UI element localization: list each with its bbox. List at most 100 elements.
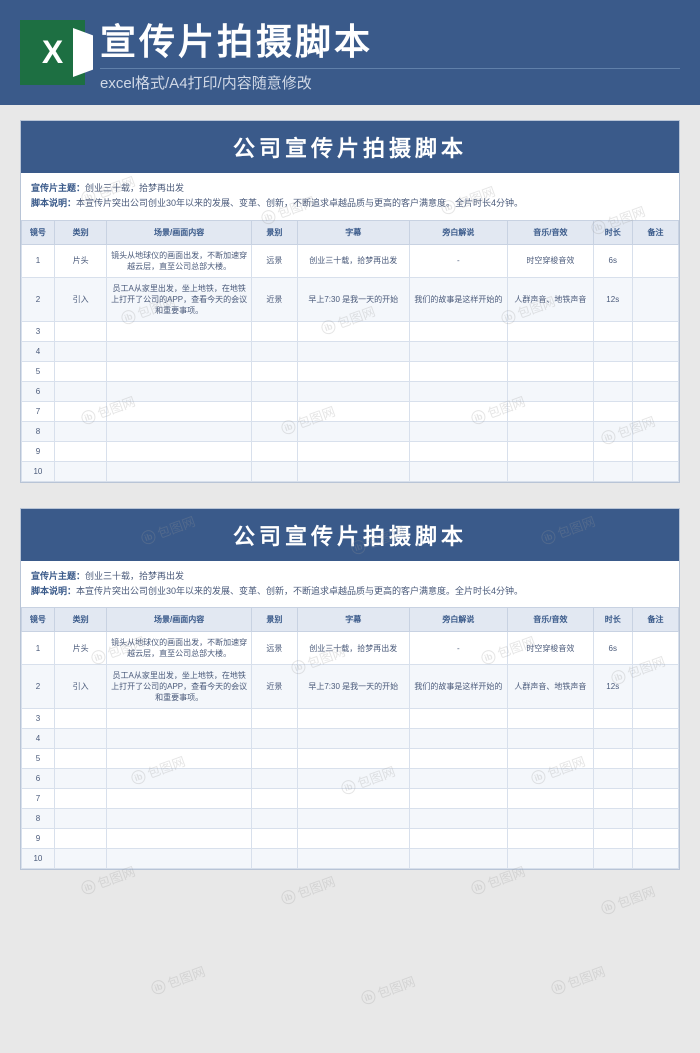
cell-music bbox=[508, 441, 593, 461]
header-banner: 宣传片拍摄脚本 excel格式/A4打印/内容随意修改 bbox=[0, 0, 700, 105]
table-row: 9 bbox=[22, 829, 679, 849]
cell-music bbox=[508, 421, 593, 441]
cell-scene bbox=[107, 769, 252, 789]
cell-narr: - bbox=[409, 632, 508, 665]
cell-shot bbox=[251, 441, 297, 461]
cell-no: 9 bbox=[22, 829, 55, 849]
cell-scene bbox=[107, 361, 252, 381]
col-header: 字幕 bbox=[297, 608, 409, 632]
cell-shot bbox=[251, 341, 297, 361]
cell-narr bbox=[409, 461, 508, 481]
cell-dur: 6s bbox=[593, 632, 632, 665]
cell-no: 1 bbox=[22, 244, 55, 277]
cell-music bbox=[508, 401, 593, 421]
cell-sub: 创业三十载，拾梦再出发 bbox=[297, 632, 409, 665]
cell-sub bbox=[297, 749, 409, 769]
page-root: 宣传片拍摄脚本 excel格式/A4打印/内容随意修改 公司宣传片拍摄脚本宣传片… bbox=[0, 0, 700, 910]
cell-shot bbox=[251, 789, 297, 809]
cell-no: 1 bbox=[22, 632, 55, 665]
cell-music: 时空穿梭音效 bbox=[508, 244, 593, 277]
cell-music bbox=[508, 461, 593, 481]
cell-narr bbox=[409, 769, 508, 789]
table-row: 1片头镜头从地球仪的画面出发，不断加速穿越云层，直至公司总部大楼。远景创业三十载… bbox=[22, 632, 679, 665]
cell-sub bbox=[297, 789, 409, 809]
cell-shot: 近景 bbox=[251, 665, 297, 709]
sheet-container: 公司宣传片拍摄脚本宣传片主题：创业三十载，拾梦再出发脚本说明：本宣传片突出公司创… bbox=[0, 105, 700, 910]
table-row: 7 bbox=[22, 789, 679, 809]
cell-shot bbox=[251, 321, 297, 341]
sheet-preview-2: 公司宣传片拍摄脚本宣传片主题：创业三十载，拾梦再出发脚本说明：本宣传片突出公司创… bbox=[20, 508, 680, 871]
cell-scene bbox=[107, 421, 252, 441]
cell-scene: 镜头从地球仪的画面出发，不断加速穿越云层，直至公司总部大楼。 bbox=[107, 244, 252, 277]
cell-shot bbox=[251, 421, 297, 441]
cell-narr bbox=[409, 341, 508, 361]
cell-shot bbox=[251, 729, 297, 749]
cell-scene bbox=[107, 809, 252, 829]
cell-music: 人群声音、地铁声音 bbox=[508, 277, 593, 321]
cell-note bbox=[632, 441, 678, 461]
table-row: 3 bbox=[22, 321, 679, 341]
cell-type: 引入 bbox=[54, 277, 107, 321]
watermark: ib包图网 bbox=[148, 961, 207, 998]
table-row: 2引入员工A从家里出发，坐上地铁，在地铁上打开了公司的APP，查看今天的会议和重… bbox=[22, 665, 679, 709]
cell-type bbox=[54, 361, 107, 381]
cell-sub bbox=[297, 341, 409, 361]
table-row: 8 bbox=[22, 809, 679, 829]
col-header: 时长 bbox=[593, 220, 632, 244]
cell-dur bbox=[593, 361, 632, 381]
cell-scene: 镜头从地球仪的画面出发，不断加速穿越云层，直至公司总部大楼。 bbox=[107, 632, 252, 665]
cell-no: 5 bbox=[22, 361, 55, 381]
cell-scene bbox=[107, 729, 252, 749]
cell-music: 人群声音、地铁声音 bbox=[508, 665, 593, 709]
cell-dur bbox=[593, 749, 632, 769]
cell-type bbox=[54, 341, 107, 361]
cell-note bbox=[632, 461, 678, 481]
cell-music bbox=[508, 829, 593, 849]
cell-no: 7 bbox=[22, 401, 55, 421]
cell-no: 4 bbox=[22, 341, 55, 361]
cell-dur bbox=[593, 729, 632, 749]
col-header: 景别 bbox=[251, 608, 297, 632]
cell-dur: 6s bbox=[593, 244, 632, 277]
cell-no: 8 bbox=[22, 421, 55, 441]
table-row: 5 bbox=[22, 361, 679, 381]
table-row: 8 bbox=[22, 421, 679, 441]
col-header: 景别 bbox=[251, 220, 297, 244]
cell-dur bbox=[593, 829, 632, 849]
script-table: 镜号类别场景/画面内容景别字幕旁白解说音乐/音效时长备注1片头镜头从地球仪的画面… bbox=[21, 607, 679, 869]
cell-dur bbox=[593, 849, 632, 869]
watermark: ib包图网 bbox=[548, 961, 607, 998]
cell-note bbox=[632, 709, 678, 729]
cell-type bbox=[54, 441, 107, 461]
cell-note bbox=[632, 421, 678, 441]
cell-sub bbox=[297, 729, 409, 749]
cell-note bbox=[632, 829, 678, 849]
cell-music bbox=[508, 809, 593, 829]
table-row: 4 bbox=[22, 729, 679, 749]
cell-no: 10 bbox=[22, 461, 55, 481]
cell-dur bbox=[593, 341, 632, 361]
cell-no: 10 bbox=[22, 849, 55, 869]
table-row: 6 bbox=[22, 381, 679, 401]
cell-shot bbox=[251, 769, 297, 789]
cell-narr: 我们的故事是这样开始的 bbox=[409, 277, 508, 321]
table-row: 4 bbox=[22, 341, 679, 361]
cell-narr bbox=[409, 709, 508, 729]
cell-music bbox=[508, 729, 593, 749]
cell-shot bbox=[251, 461, 297, 481]
cell-music bbox=[508, 341, 593, 361]
cell-dur bbox=[593, 421, 632, 441]
cell-music bbox=[508, 361, 593, 381]
col-header: 旁白解说 bbox=[409, 608, 508, 632]
cell-sub bbox=[297, 321, 409, 341]
cell-narr bbox=[409, 441, 508, 461]
cell-note bbox=[632, 749, 678, 769]
cell-type: 引入 bbox=[54, 665, 107, 709]
cell-scene bbox=[107, 709, 252, 729]
cell-note bbox=[632, 665, 678, 709]
cell-narr: 我们的故事是这样开始的 bbox=[409, 665, 508, 709]
cell-note bbox=[632, 277, 678, 321]
cell-sub bbox=[297, 361, 409, 381]
watermark: ib包图网 bbox=[358, 971, 417, 1008]
cell-type bbox=[54, 749, 107, 769]
